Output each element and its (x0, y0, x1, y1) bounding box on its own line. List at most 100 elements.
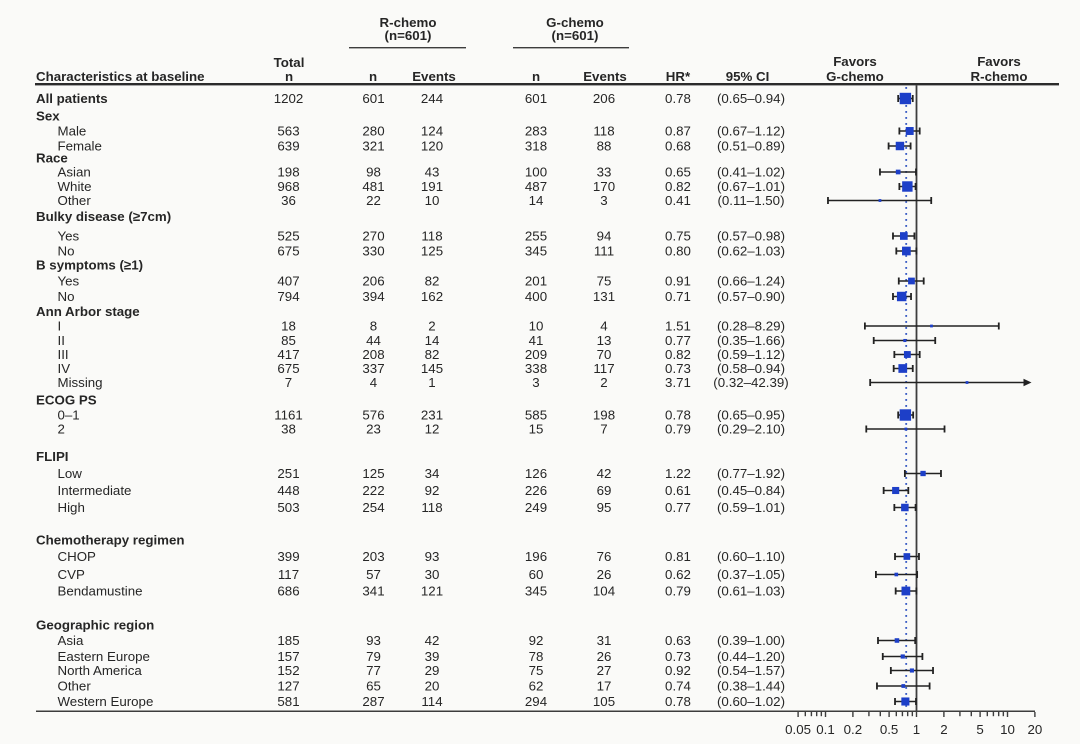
svg-text:118: 118 (593, 124, 614, 139)
svg-text:(0.77–1.92): (0.77–1.92) (717, 466, 785, 481)
svg-text:126: 126 (525, 466, 547, 481)
svg-text:Race: Race (36, 151, 68, 166)
svg-text:R-chemo: R-chemo (380, 15, 437, 30)
svg-text:IV: IV (58, 361, 71, 376)
svg-text:Intermediate: Intermediate (58, 483, 132, 498)
svg-text:105: 105 (593, 694, 615, 709)
svg-text:n: n (532, 69, 540, 84)
svg-text:79: 79 (366, 649, 381, 664)
svg-text:75: 75 (529, 663, 544, 678)
svg-text:201: 201 (525, 274, 547, 289)
svg-text:(0.67–1.01): (0.67–1.01) (717, 179, 785, 194)
svg-text:198: 198 (593, 408, 615, 423)
svg-text:206: 206 (362, 274, 384, 289)
svg-text:20: 20 (1027, 722, 1042, 737)
svg-text:2: 2 (940, 722, 947, 737)
svg-text:345: 345 (525, 584, 547, 599)
svg-text:26: 26 (597, 567, 612, 582)
svg-text:93: 93 (425, 549, 440, 564)
svg-text:76: 76 (597, 549, 612, 564)
svg-text:Chemotherapy regimen: Chemotherapy regimen (36, 533, 185, 548)
svg-text:118: 118 (421, 500, 442, 515)
svg-text:95: 95 (597, 500, 612, 515)
svg-text:794: 794 (277, 289, 299, 304)
svg-text:255: 255 (525, 229, 547, 244)
svg-text:100: 100 (525, 165, 547, 180)
svg-text:117: 117 (593, 361, 614, 376)
svg-text:(0.58–0.94): (0.58–0.94) (717, 361, 785, 376)
svg-text:114: 114 (421, 694, 442, 709)
svg-text:0.05: 0.05 (785, 722, 811, 737)
svg-text:0.87: 0.87 (665, 124, 691, 139)
svg-text:Missing: Missing (58, 375, 103, 390)
svg-text:0–1: 0–1 (58, 408, 80, 423)
svg-text:(0.35–1.66): (0.35–1.66) (717, 333, 785, 348)
svg-text:Other: Other (58, 193, 92, 208)
svg-text:280: 280 (362, 124, 384, 139)
svg-text:(0.67–1.12): (0.67–1.12) (717, 124, 785, 139)
svg-text:All patients: All patients (36, 91, 108, 106)
svg-text:10: 10 (425, 193, 440, 208)
svg-text:8: 8 (370, 319, 377, 334)
svg-text:(0.45–0.84): (0.45–0.84) (717, 483, 785, 498)
svg-text:(0.59–1.01): (0.59–1.01) (717, 500, 785, 515)
svg-text:Events: Events (583, 69, 627, 84)
svg-text:0.62: 0.62 (665, 567, 691, 582)
svg-text:294: 294 (525, 694, 547, 709)
svg-text:503: 503 (277, 500, 299, 515)
svg-text:14: 14 (425, 333, 440, 348)
svg-text:n: n (369, 69, 377, 84)
svg-text:525: 525 (277, 229, 299, 244)
svg-text:42: 42 (597, 466, 612, 481)
svg-text:57: 57 (366, 567, 381, 582)
svg-text:Other: Other (58, 679, 92, 694)
svg-text:601: 601 (362, 91, 384, 106)
svg-text:104: 104 (593, 584, 615, 599)
svg-text:10: 10 (1000, 722, 1015, 737)
svg-text:283: 283 (525, 124, 547, 139)
svg-text:75: 75 (597, 274, 612, 289)
svg-text:318: 318 (525, 139, 547, 154)
svg-text:1: 1 (428, 375, 435, 390)
svg-text:448: 448 (277, 483, 299, 498)
svg-text:36: 36 (281, 193, 296, 208)
svg-text:1161: 1161 (274, 408, 303, 423)
svg-text:206: 206 (593, 91, 615, 106)
svg-text:675: 675 (277, 361, 299, 376)
svg-text:191: 191 (421, 179, 443, 194)
svg-text:Sex: Sex (36, 109, 60, 124)
svg-text:131: 131 (593, 289, 615, 304)
svg-text:127: 127 (277, 679, 299, 694)
svg-text:Eastern Europe: Eastern Europe (58, 649, 150, 664)
svg-text:270: 270 (362, 229, 384, 244)
svg-text:198: 198 (277, 165, 299, 180)
svg-text:162: 162 (421, 289, 443, 304)
svg-text:7: 7 (285, 375, 292, 390)
svg-text:B symptoms (≥1): B symptoms (≥1) (36, 258, 143, 273)
svg-text:34: 34 (425, 466, 440, 481)
svg-text:407: 407 (277, 274, 299, 289)
svg-text:26: 26 (597, 649, 612, 664)
svg-text:341: 341 (362, 584, 384, 599)
svg-text:345: 345 (525, 244, 547, 259)
svg-text:30: 30 (425, 567, 440, 582)
svg-text:(0.41–1.02): (0.41–1.02) (717, 165, 785, 180)
svg-text:0.2: 0.2 (844, 722, 863, 737)
svg-text:0.73: 0.73 (665, 361, 691, 376)
svg-text:0.80: 0.80 (665, 244, 691, 259)
svg-text:576: 576 (362, 408, 384, 423)
svg-text:Total: Total (274, 55, 305, 70)
svg-text:CHOP: CHOP (58, 549, 97, 564)
svg-text:Asian: Asian (58, 165, 91, 180)
svg-text:(0.61–1.03): (0.61–1.03) (717, 584, 785, 599)
svg-text:3: 3 (532, 375, 539, 390)
svg-text:145: 145 (421, 361, 443, 376)
svg-text:157: 157 (277, 649, 299, 664)
svg-text:33: 33 (597, 165, 612, 180)
svg-text:0.82: 0.82 (665, 347, 691, 362)
svg-text:Low: Low (58, 466, 83, 481)
svg-text:10: 10 (529, 319, 544, 334)
svg-text:0.65: 0.65 (665, 165, 691, 180)
svg-text:31: 31 (597, 633, 612, 648)
svg-text:675: 675 (277, 244, 299, 259)
